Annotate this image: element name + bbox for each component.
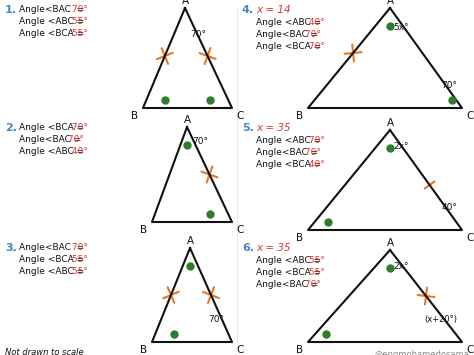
Text: B: B [131,111,138,121]
Text: C: C [237,111,244,121]
Text: 2x°: 2x° [393,142,409,151]
Text: 55°: 55° [69,267,88,276]
Text: 4.: 4. [242,5,254,15]
Text: Angle<BAC  =: Angle<BAC = [19,243,84,252]
Text: 55°: 55° [306,268,325,277]
Text: 70°: 70° [192,137,208,146]
Text: B: B [296,345,303,355]
Text: C: C [237,225,244,235]
Text: A: A [183,115,191,125]
Text: 70°: 70° [69,123,88,132]
Text: 55°: 55° [69,17,88,26]
Text: Angle <ABC =: Angle <ABC = [256,136,321,145]
Text: Not drawn to scale: Not drawn to scale [5,348,83,355]
Text: 70°: 70° [208,315,224,324]
Text: 5.: 5. [242,123,254,133]
Text: Angle <ABC =: Angle <ABC = [256,256,321,265]
Text: C: C [466,111,474,121]
Text: B: B [140,345,147,355]
Text: Angle<BAC =: Angle<BAC = [256,280,318,289]
Text: A: A [386,118,393,128]
Text: 40°: 40° [306,160,325,169]
Text: 2x°: 2x° [393,262,409,271]
Text: 70°: 70° [69,243,88,252]
Text: 55°: 55° [306,256,325,265]
Text: Angle <BCA =: Angle <BCA = [256,42,321,51]
Text: 70°: 70° [190,30,206,39]
Text: 6.: 6. [242,243,254,253]
Text: A: A [386,238,393,248]
Text: C: C [466,345,474,355]
Text: Angle <ABC =: Angle <ABC = [19,267,84,276]
Text: 70°: 70° [69,5,88,14]
Text: 2.: 2. [5,123,17,133]
Text: 40°: 40° [69,147,88,156]
Text: Angle <BCA =: Angle <BCA = [19,255,84,264]
Text: 5x°: 5x° [393,23,409,32]
Text: Angle<BAC =: Angle<BAC = [19,135,81,144]
Text: Angle<BAC  =: Angle<BAC = [19,5,84,14]
Text: Angle <BCA =: Angle <BCA = [19,123,84,132]
Text: Angle <BCA =: Angle <BCA = [256,160,321,169]
Text: Angle <ABC =: Angle <ABC = [19,17,84,26]
Text: 40°: 40° [306,18,325,27]
Text: C: C [466,233,474,243]
Text: Angle<BAC =: Angle<BAC = [256,30,318,39]
Text: B: B [296,111,303,121]
Text: x = 35: x = 35 [256,243,291,253]
Text: Angle <BCA =: Angle <BCA = [256,268,321,277]
Text: Angle <ABC =: Angle <ABC = [256,18,321,27]
Text: 70°: 70° [306,42,325,51]
Text: 70°: 70° [306,136,325,145]
Text: B: B [140,225,147,235]
Text: 55°: 55° [69,255,88,264]
Text: 70°: 70° [441,81,457,90]
Text: Angle<BAC =: Angle<BAC = [256,148,318,157]
Text: 40°: 40° [441,203,457,212]
Text: 70°: 70° [302,148,321,157]
Text: @engmohamedosama: @engmohamedosama [374,350,469,355]
Text: A: A [386,0,393,6]
Text: Angle <ABC =: Angle <ABC = [19,147,84,156]
Text: B: B [296,233,303,243]
Text: (x+20°): (x+20°) [424,315,457,324]
Text: A: A [186,236,193,246]
Text: 70°: 70° [302,280,321,289]
Text: A: A [182,0,189,6]
Text: 55°: 55° [69,29,88,38]
Text: 1.: 1. [5,5,17,15]
Text: x = 35: x = 35 [256,123,291,133]
Text: Angle <BCA =: Angle <BCA = [19,29,84,38]
Text: x = 14: x = 14 [256,5,291,15]
Text: 3.: 3. [5,243,17,253]
Text: 70°: 70° [65,135,84,144]
Text: C: C [237,345,244,355]
Text: 70°: 70° [302,30,321,39]
